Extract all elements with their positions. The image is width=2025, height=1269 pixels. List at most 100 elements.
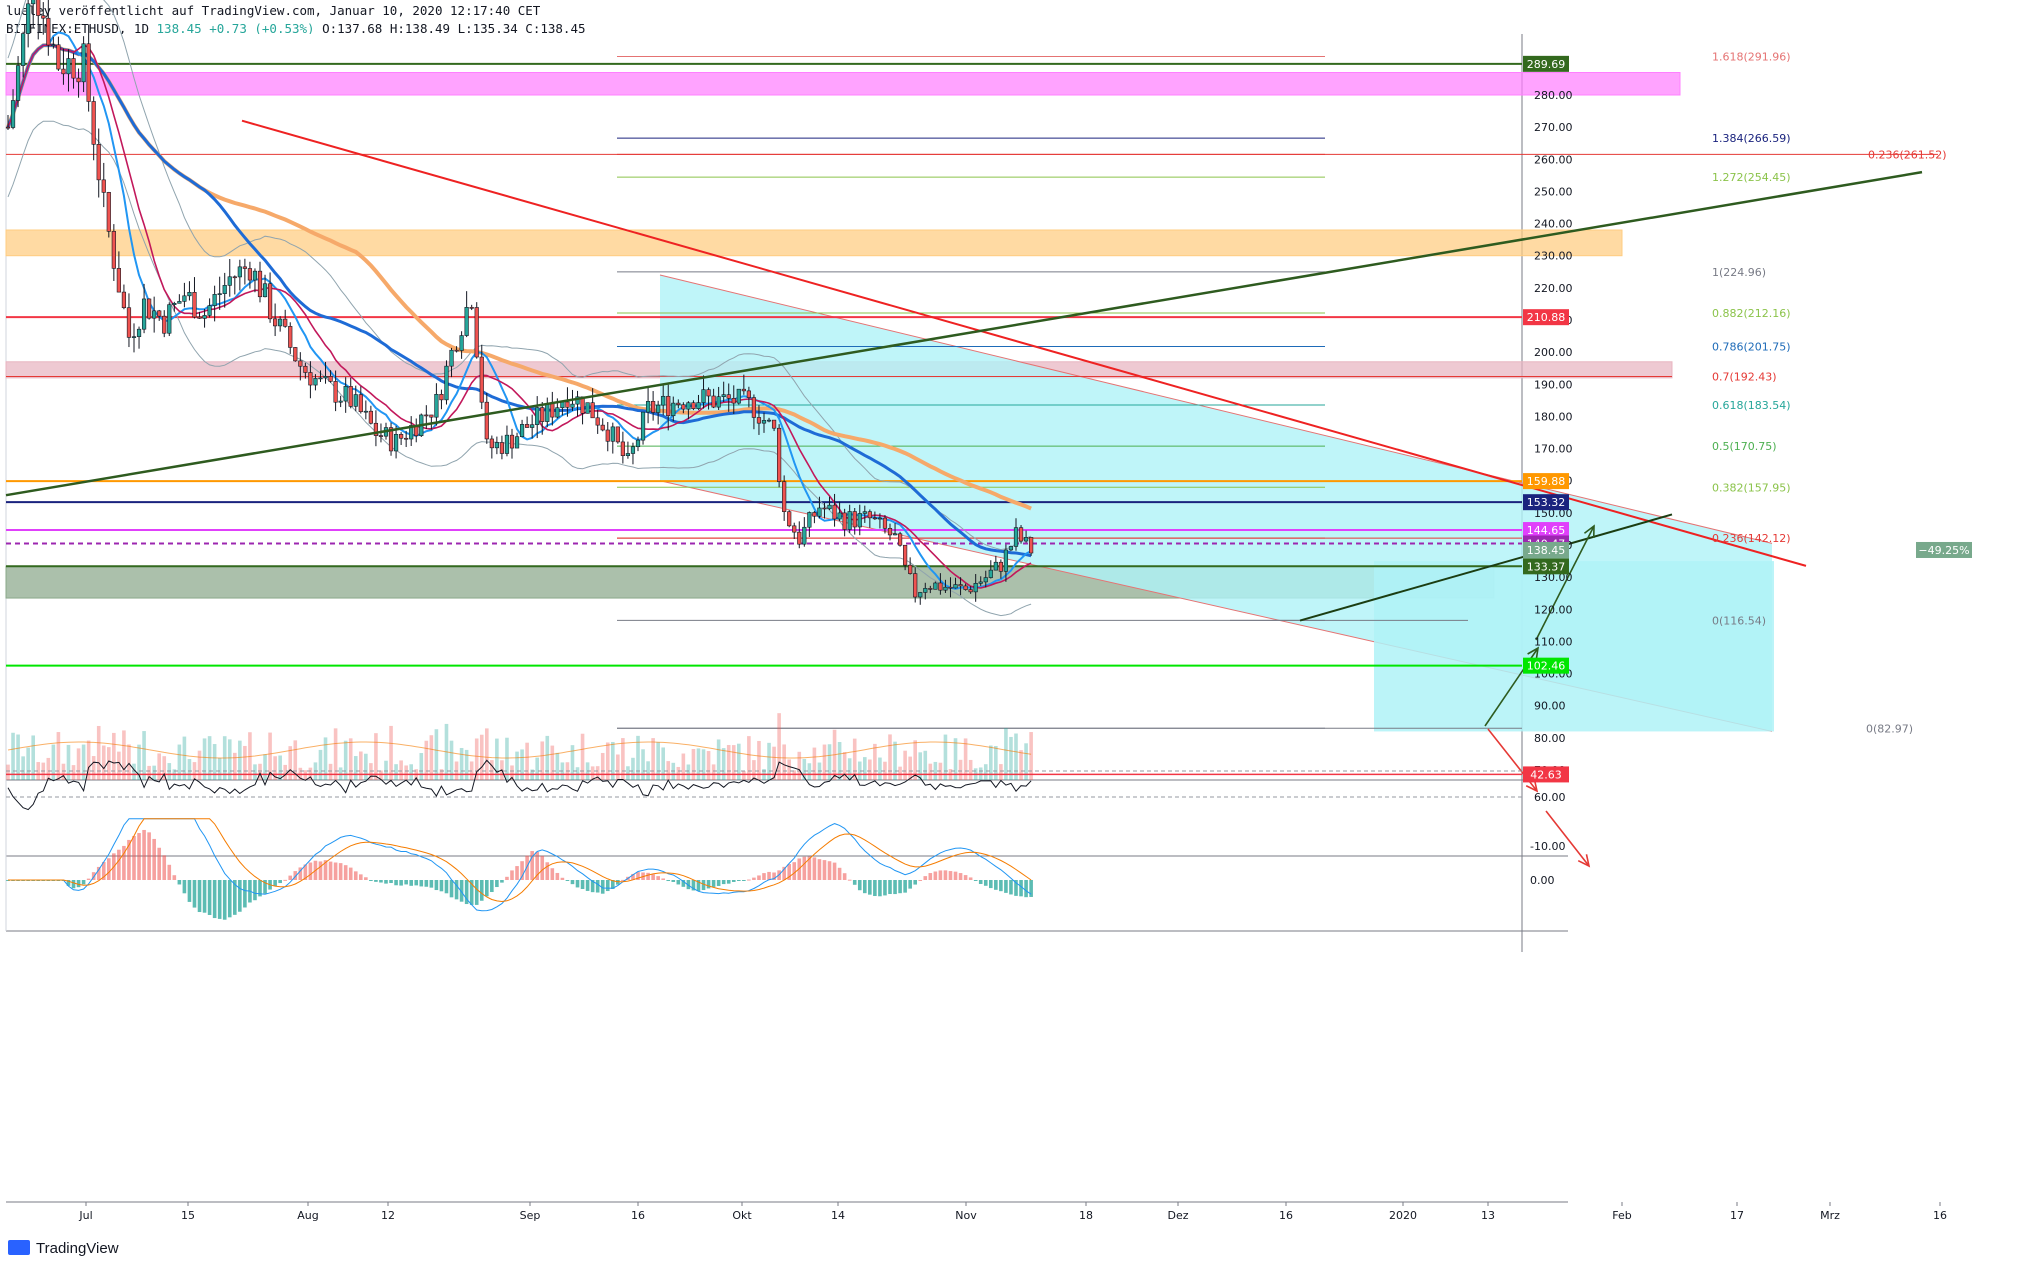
volume-bar [187,759,192,780]
volume-bar [868,759,872,780]
volume-bar [333,728,338,780]
macd-hist-bar [958,873,963,880]
macd-hist-bar [338,863,343,880]
volume-bar [374,733,378,780]
trendlines-layer [5,119,1923,622]
macd-hist-bar [978,880,983,884]
macd-hist-bar [479,880,484,901]
macd-hist-bar [1004,880,1008,893]
volume-bar [540,741,545,780]
footer [0,1232,2025,1269]
volume-bar [575,767,580,780]
candle-body [751,397,757,418]
macd-hist-bar [948,871,953,880]
volume-bar [535,757,539,780]
macd-hist-bar [434,880,439,891]
macd-hist-bar [152,838,156,880]
volume-bar [101,745,106,780]
candle-body [237,266,242,278]
candle-body [172,303,177,305]
price-chart[interactable]: 1.618(291.96) 1.384(266.59) 0.236(261.52) 1… [0,0,2025,1232]
volume-bar [343,740,348,780]
candle-body [686,402,691,410]
macd-hist-bar [737,880,741,881]
rsi-pane [6,759,1522,811]
macd-hist-bar [747,879,751,881]
candle-body [141,298,147,330]
macd-hist-bar [590,880,595,893]
volume-bar [409,764,413,780]
volume-bar [399,760,403,780]
macd-hist-bar [847,879,852,881]
candle-body [590,402,595,419]
macd-hist-bar [364,877,368,880]
price-label: 159.88 [1527,475,1566,488]
candle-body [615,426,620,443]
time-tick: Jul [78,1209,92,1222]
macd-hist-bar [822,860,827,880]
red-downtrend [241,119,1807,567]
time-tick: Nov [955,1209,977,1222]
price-label: 210.88 [1527,311,1566,324]
time-tick: Sep [520,1209,541,1222]
candle-body [958,584,963,587]
macd-hist-bar [474,880,479,905]
volume-bar [46,757,51,780]
macd-hist-bar [485,880,489,897]
volume-bar [515,751,519,780]
volume-bar [857,761,862,780]
volume-bar [893,741,897,780]
volume-bar [127,744,131,780]
macd-hist-bar [1014,880,1018,896]
macd-hist-bar [837,867,842,880]
volume-bar [6,764,10,780]
tradingview-brand: TradingView [36,1240,119,1257]
candle-body [832,504,837,520]
volume-bar [288,746,293,780]
candle-body [429,414,434,418]
macd-hist-bar [525,855,529,880]
price-label: 102.46 [1527,660,1566,673]
macd-hist-bar [903,880,907,893]
bollinger-lower [7,120,1032,617]
volume-bar [731,745,736,780]
tradingview-logo-icon [8,1240,30,1255]
macd-hist-bar [207,880,212,915]
volume-bar [1019,750,1023,780]
candle-body [671,402,676,417]
volume-bar [283,764,287,780]
candle-body [938,582,943,591]
candle-body [136,328,142,337]
price-label-box [1523,309,1569,326]
macd-hist-bar [762,873,766,880]
fib-labels: 1.618(291.96) 1.384(266.59) 0.236(261.52) 1… [1712,51,1947,736]
macd-hist-bar [157,847,161,880]
candle-body [393,434,399,452]
volume-bar [908,756,912,780]
macd-hist-bar [348,867,353,880]
candle-body [257,270,263,298]
macd-hist-bar [182,880,187,894]
volume-bar [404,765,408,780]
candle-body [227,276,232,286]
candle-body [777,427,782,482]
volume-bar [490,760,494,780]
volume-bar [137,744,141,780]
price-label: 153.32 [1527,496,1566,509]
volume-bar [898,766,902,780]
tradingview-logo[interactable]: TradingView [8,1240,119,1257]
levels-layer [6,56,1938,729]
candle-body [676,402,681,406]
macd-hist-bar [716,880,721,886]
candle-body [887,528,893,536]
candle-body [706,389,711,397]
bullish-arrow-2 [1535,525,1595,641]
macd-hist-bar [132,835,136,880]
macd-hist-bar [928,873,933,880]
volume-bar [666,761,671,780]
candle-body [998,561,1003,572]
volume-bar [157,753,161,780]
candle-body [21,33,26,66]
candle-body [892,533,898,536]
candle-body [948,586,953,589]
